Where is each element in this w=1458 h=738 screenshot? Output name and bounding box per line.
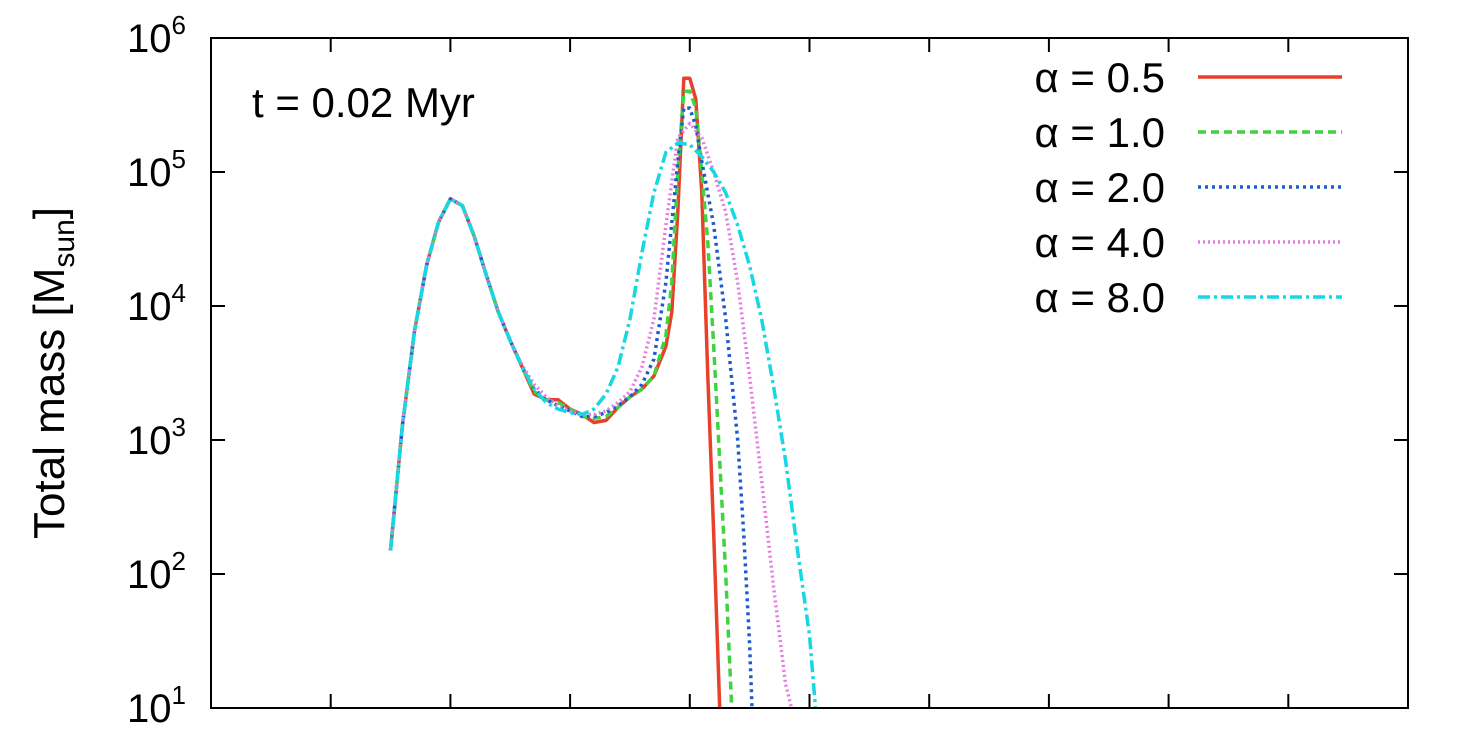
y-tick-label: 101 bbox=[127, 680, 186, 731]
legend-label-5: α = 8.0 bbox=[1034, 274, 1165, 321]
y-tick-label: 104 bbox=[127, 278, 186, 329]
y-axis-label: Total mass [Msun] bbox=[25, 207, 81, 539]
y-tick-label: 106 bbox=[127, 10, 186, 61]
y-tick-label: 103 bbox=[127, 412, 186, 463]
y-tick-label: 102 bbox=[127, 546, 186, 597]
y-axis-label-subscript: sun bbox=[48, 219, 81, 267]
series-line-5 bbox=[388, 141, 818, 708]
y-tick-label: 105 bbox=[127, 144, 186, 195]
series-layer bbox=[388, 76, 818, 708]
x-axis-ticks bbox=[329, 38, 1290, 708]
series-line-4 bbox=[388, 121, 794, 708]
legend: α = 0.5 α = 1.0 α = 2.0 α = 4.0 α = 8.0 bbox=[1034, 54, 1342, 321]
legend-label-4: α = 4.0 bbox=[1034, 219, 1165, 266]
legend-label-3: α = 2.0 bbox=[1034, 164, 1165, 211]
series-line-2 bbox=[388, 89, 734, 708]
series-line-1 bbox=[388, 76, 722, 708]
legend-label-2: α = 1.0 bbox=[1034, 109, 1165, 156]
time-annotation: t = 0.02 Myr bbox=[252, 79, 475, 126]
legend-label-1: α = 0.5 bbox=[1034, 54, 1165, 101]
plot-frame bbox=[210, 37, 1409, 709]
series-line-3 bbox=[388, 106, 754, 708]
y-axis-label-close: ] bbox=[25, 207, 74, 219]
y-axis-ticks: 101 102 103 104 105 106 bbox=[127, 10, 1408, 731]
